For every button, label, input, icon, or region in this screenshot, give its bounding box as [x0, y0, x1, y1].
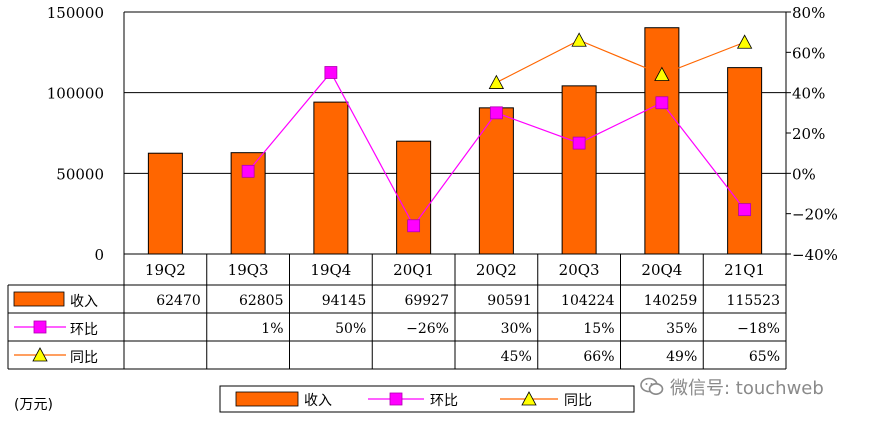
table-row-label: 收入: [70, 294, 98, 310]
y-right-tick-label: −40%: [792, 246, 838, 264]
y-left-tick-label: 0: [94, 246, 104, 264]
table-cell-value: 94145: [322, 293, 367, 309]
table-cell-value: 69927: [404, 293, 449, 309]
yoy-marker: [488, 74, 505, 89]
y-right-tick-label: 40%: [792, 85, 825, 103]
table-cell-value: 115523: [727, 293, 780, 309]
x-tick-label: 20Q2: [476, 261, 517, 279]
bar: [396, 140, 432, 255]
bar-series: [147, 27, 763, 255]
table-cell-value: 1%: [261, 321, 283, 337]
yoy-marker: [736, 34, 753, 49]
y-left-tick-label: 50000: [56, 165, 104, 183]
x-tick-label: 19Q4: [310, 261, 351, 279]
mom-marker: [738, 203, 752, 217]
x-tick-label: 19Q2: [145, 261, 186, 279]
watermark: 微信号: touchweb: [640, 374, 824, 400]
legend-marker-mom: [389, 392, 403, 406]
table-cell-value: 30%: [501, 321, 532, 337]
table-cell-value: 90591: [487, 293, 532, 309]
table-legend-swatch-bar: [13, 291, 65, 307]
yoy-marker: [654, 66, 670, 81]
bar: [561, 85, 597, 255]
y-left-tick-label: 100000: [47, 85, 104, 103]
table-legend-marker-yoy: [32, 347, 48, 362]
mom-marker: [324, 66, 338, 79]
y-right-tick-label: 60%: [792, 44, 825, 62]
legend: 收入 环比 同比: [219, 385, 635, 413]
y-right-tick-label: 80%: [792, 4, 825, 22]
table-cell-value: 140259: [644, 293, 697, 309]
watermark-text: 微信号: touchweb: [670, 378, 824, 399]
line-series: [241, 32, 753, 233]
table-cell-value: 66%: [583, 349, 614, 365]
table-row-label: 同比: [70, 350, 98, 366]
wechat-icon: [640, 377, 664, 395]
x-tick-label: 21Q1: [724, 261, 765, 279]
mom-marker: [407, 219, 421, 233]
table-cell-value: −26%: [406, 321, 449, 337]
mom-marker: [241, 164, 255, 178]
x-tick-label: 20Q3: [559, 261, 600, 279]
mom-marker: [655, 96, 669, 110]
table-cell-value: 45%: [501, 349, 532, 365]
table-cell-value: 65%: [749, 349, 780, 365]
table-cell-value: 104224: [561, 293, 615, 309]
table-cell-value: 49%: [666, 349, 697, 365]
table-cell-value: 35%: [666, 321, 697, 337]
legend-label: 环比: [430, 393, 458, 409]
y-right-tick-label: 20%: [792, 125, 825, 143]
table-cell-value: 50%: [335, 321, 366, 337]
legend-marker-yoy: [521, 391, 537, 406]
mom-marker: [572, 136, 586, 150]
data-table: 19Q2 19Q3 19Q4 20Q1 20Q2 20Q3 20Q4 21Q1 收入 62470 6…: [7, 254, 787, 370]
bar: [313, 101, 349, 255]
y-left-tick-label: 150000: [47, 4, 104, 22]
y-right-tick-label: 0%: [792, 165, 816, 183]
table-row-label: 环比: [70, 322, 98, 338]
y-right-tick-label: −20%: [792, 206, 838, 224]
bar: [644, 27, 680, 255]
x-tick-label: 20Q1: [393, 261, 434, 279]
legend-label: 同比: [564, 393, 592, 409]
table-cell-value: 15%: [583, 321, 614, 337]
grid-lines: [124, 11, 786, 174]
legend-label: 收入: [304, 393, 332, 409]
table-cell-value: −18%: [737, 321, 780, 337]
legend-swatch-bar: [235, 391, 299, 407]
x-tick-label: 20Q4: [641, 261, 682, 279]
bar: [727, 67, 763, 255]
table-legend-marker-mom: [33, 320, 47, 334]
mom-marker: [489, 106, 503, 120]
bar: [147, 152, 183, 255]
yoy-marker: [571, 32, 587, 47]
unit-note: (万元): [14, 397, 53, 413]
table-cell-value: 62470: [156, 293, 201, 309]
table-cell-value: 62805: [239, 293, 284, 309]
x-tick-label: 19Q3: [228, 261, 269, 279]
yoy-line: [496, 39, 745, 84]
